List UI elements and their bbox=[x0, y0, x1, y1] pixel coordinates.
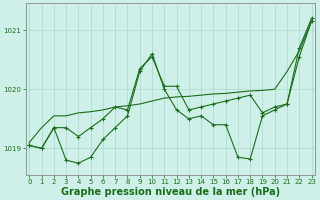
X-axis label: Graphe pression niveau de la mer (hPa): Graphe pression niveau de la mer (hPa) bbox=[61, 187, 280, 197]
